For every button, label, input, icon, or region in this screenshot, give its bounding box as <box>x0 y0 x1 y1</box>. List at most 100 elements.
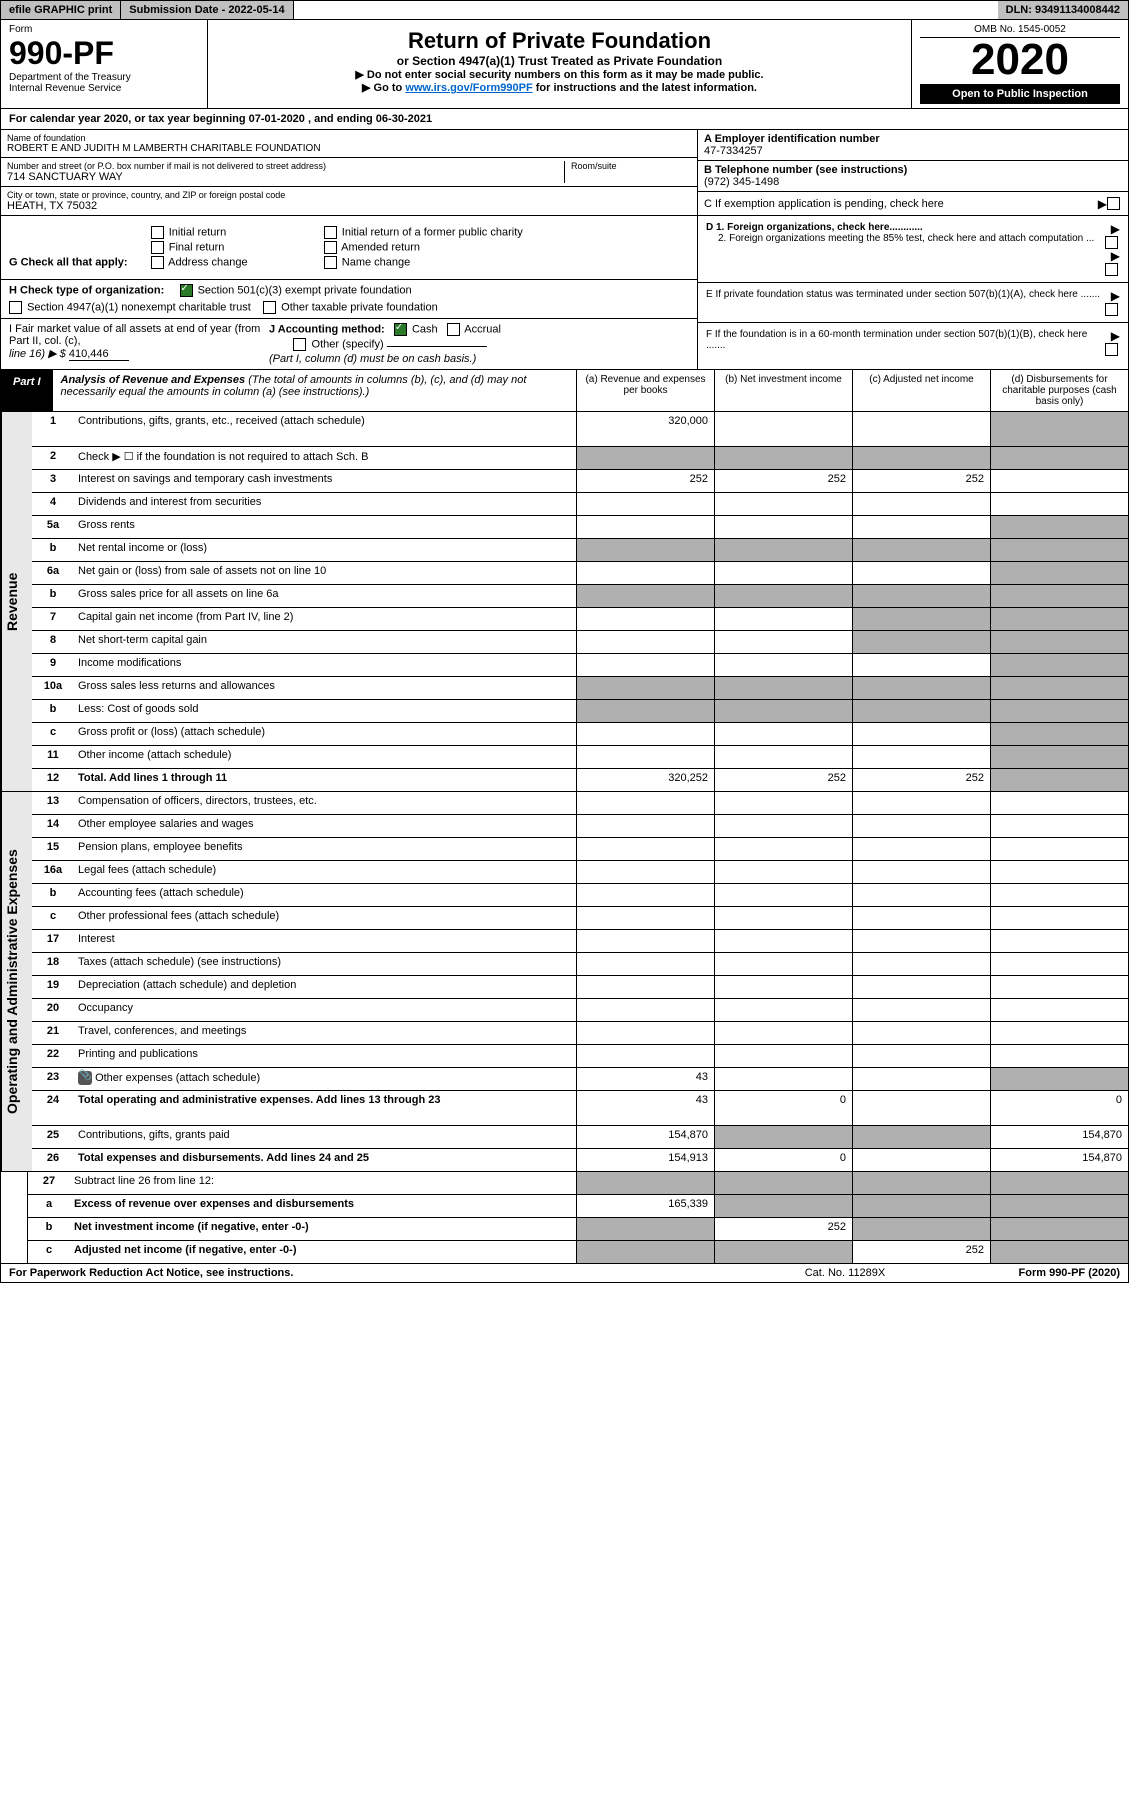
foundation-name: ROBERT E AND JUDITH M LAMBERTH CHARITABL… <box>7 143 691 154</box>
data-cell-b <box>714 516 852 538</box>
data-cell-c <box>852 631 990 653</box>
expenses-section: Operating and Administrative Expenses 13… <box>0 792 1129 1172</box>
accrual-checkbox[interactable] <box>447 323 460 336</box>
data-cell-a <box>576 654 714 676</box>
line-description: Total. Add lines 1 through 11 <box>74 769 576 791</box>
line-number: b <box>32 585 74 607</box>
table-row: 25Contributions, gifts, grants paid154,8… <box>32 1126 1128 1149</box>
data-cell-d <box>990 792 1128 814</box>
data-cell-b <box>714 447 852 469</box>
final-return-checkbox[interactable] <box>151 241 164 254</box>
part1-title: Analysis of Revenue and Expenses <box>61 374 246 386</box>
data-cell-d <box>990 930 1128 952</box>
line-number: 15 <box>32 838 74 860</box>
data-cell-d <box>990 815 1128 837</box>
table-row: 15Pension plans, employee benefits <box>32 838 1128 861</box>
g-checkbox-grid: Initial return Initial return of a forme… <box>151 224 523 271</box>
e-checkbox[interactable] <box>1105 303 1118 316</box>
j-note: (Part I, column (d) must be on cash basi… <box>269 353 689 365</box>
d1-checkbox[interactable] <box>1105 236 1118 249</box>
data-cell-b <box>714 631 852 653</box>
line-number: 20 <box>32 999 74 1021</box>
exemption-checkbox[interactable] <box>1107 197 1120 210</box>
bottom-section: 27Subtract line 26 from line 12:aExcess … <box>0 1172 1129 1264</box>
data-cell-a: 43 <box>576 1091 714 1125</box>
501c3-checkbox[interactable] <box>180 284 193 297</box>
line-description: Interest <box>74 930 576 952</box>
line-description: Subtract line 26 from line 12: <box>70 1172 576 1194</box>
other-method-checkbox[interactable] <box>293 338 306 351</box>
data-cell-c <box>852 608 990 630</box>
data-cell-c <box>852 815 990 837</box>
line-description: Legal fees (attach schedule) <box>74 861 576 883</box>
line-description: Gross sales less returns and allowances <box>74 677 576 699</box>
data-cell-a <box>576 746 714 768</box>
amended-return-checkbox[interactable] <box>324 241 337 254</box>
part1-label: Part I <box>1 370 53 411</box>
d1-label: D 1. Foreign organizations, check here..… <box>706 222 923 233</box>
data-cell-c <box>852 585 990 607</box>
instructions-link[interactable]: www.irs.gov/Form990PF <box>405 82 532 94</box>
data-cell-c <box>852 1172 990 1194</box>
table-row: 9Income modifications <box>32 654 1128 677</box>
form-title: Return of Private Foundation <box>216 28 903 54</box>
g-check-all: G Check all that apply: Initial return I… <box>1 216 697 280</box>
header-center: Return of Private Foundation or Section … <box>208 20 912 108</box>
line-number: 25 <box>32 1126 74 1148</box>
data-cell-d <box>990 1195 1128 1217</box>
initial-return-checkbox[interactable] <box>151 226 164 239</box>
part1-title-cell: Analysis of Revenue and Expenses (The to… <box>53 370 577 411</box>
line-number: 14 <box>32 815 74 837</box>
bottom-spacer <box>1 1172 28 1263</box>
line-number: c <box>32 907 74 929</box>
e-label: E If private foundation status was termi… <box>706 289 1102 316</box>
line-description: Contributions, gifts, grants paid <box>74 1126 576 1148</box>
data-cell-d <box>990 562 1128 584</box>
table-row: 10aGross sales less returns and allowanc… <box>32 677 1128 700</box>
header-left: Form 990-PF Department of the Treasury I… <box>1 20 208 108</box>
cash-checkbox[interactable] <box>394 323 407 336</box>
f-checkbox[interactable] <box>1105 343 1118 356</box>
data-cell-b <box>714 746 852 768</box>
name-change-checkbox[interactable] <box>324 256 337 269</box>
line-number: 16a <box>32 861 74 883</box>
data-cell-c: 252 <box>852 1241 990 1263</box>
efile-print-label[interactable]: efile GRAPHIC print <box>1 1 121 19</box>
other-taxable-checkbox[interactable] <box>263 301 276 314</box>
line-description: Compensation of officers, directors, tru… <box>74 792 576 814</box>
data-cell-a <box>576 516 714 538</box>
data-cell-a <box>576 930 714 952</box>
table-row: 18Taxes (attach schedule) (see instructi… <box>32 953 1128 976</box>
data-cell-d <box>990 631 1128 653</box>
data-cell-b: 0 <box>714 1149 852 1171</box>
i-label: I Fair market value of all assets at end… <box>9 323 269 347</box>
table-row: bNet rental income or (loss) <box>32 539 1128 562</box>
j-cash: Cash <box>412 323 438 335</box>
initial-former-checkbox[interactable] <box>324 226 337 239</box>
city-state-zip: HEATH, TX 75032 <box>7 200 691 212</box>
d2-checkbox[interactable] <box>1105 263 1118 276</box>
data-cell-c: 252 <box>852 470 990 492</box>
attachment-icon[interactable] <box>78 1071 92 1085</box>
h-label: H Check type of organization: <box>9 284 164 296</box>
revenue-table-body: 1Contributions, gifts, grants, etc., rec… <box>32 412 1128 791</box>
line-number: 13 <box>32 792 74 814</box>
data-cell-c <box>852 516 990 538</box>
data-cell-c <box>852 884 990 906</box>
line-number: 27 <box>28 1172 70 1194</box>
data-cell-c <box>852 1022 990 1044</box>
data-cell-b: 252 <box>714 470 852 492</box>
address-change-checkbox[interactable] <box>151 256 164 269</box>
table-row: cAdjusted net income (if negative, enter… <box>28 1241 1128 1263</box>
data-cell-c <box>852 700 990 722</box>
data-cell-d <box>990 585 1128 607</box>
line-description: Less: Cost of goods sold <box>74 700 576 722</box>
data-cell-d <box>990 953 1128 975</box>
line-description: Occupancy <box>74 999 576 1021</box>
data-cell-d <box>990 746 1128 768</box>
data-cell-a: 165,339 <box>576 1195 714 1217</box>
line-description: Other income (attach schedule) <box>74 746 576 768</box>
4947-checkbox[interactable] <box>9 301 22 314</box>
line-number: c <box>32 723 74 745</box>
form-number: 990-PF <box>9 35 199 72</box>
